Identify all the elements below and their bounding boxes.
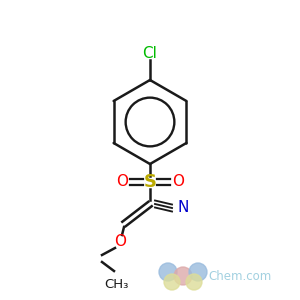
Text: CH₃: CH₃ [104, 278, 128, 292]
Text: O: O [172, 175, 184, 190]
Circle shape [186, 274, 202, 290]
Text: Cl: Cl [142, 46, 158, 61]
Circle shape [164, 274, 180, 290]
Text: O: O [116, 175, 128, 190]
Text: S: S [143, 173, 157, 191]
Circle shape [174, 267, 192, 285]
Text: O: O [114, 235, 126, 250]
Text: Chem.com: Chem.com [208, 271, 272, 284]
Circle shape [159, 263, 177, 281]
Circle shape [189, 263, 207, 281]
Text: N: N [177, 200, 189, 215]
